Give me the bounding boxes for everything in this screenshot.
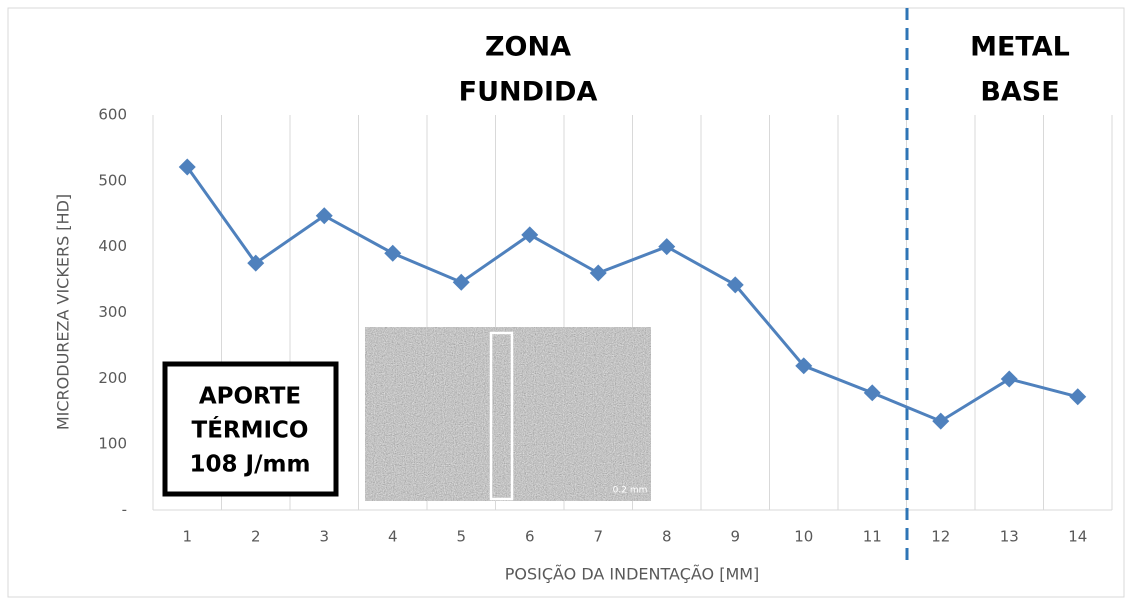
scale-label: 0.2 mm [613,486,648,496]
x-tick-label: 12 [931,528,950,546]
inset-image: 0.2 mm [365,327,651,501]
y-tick-label: 300 [98,303,127,321]
x-tick-label: 5 [456,528,466,546]
indent-frame [489,331,514,501]
x-tick-label: 4 [388,528,398,546]
data-point [178,158,196,176]
x-tick-label: 14 [1068,528,1087,546]
data-point [384,244,402,262]
data-point [932,412,950,430]
series-line [186,166,1079,423]
x-tick-label: 8 [662,528,672,546]
y-axis-title: MICRODUREZA VICKERS [HD] [54,194,73,430]
x-tick-label: 2 [251,528,261,546]
zone-label: ZONA [485,32,571,63]
data-point [863,384,881,402]
x-tick-label: 11 [863,528,882,546]
zone-label: METAL [970,32,1070,63]
x-tick-label: 10 [794,528,813,546]
data-point [247,254,265,272]
data-point [315,207,333,225]
micrograph [365,327,651,501]
data-point [658,238,676,256]
x-tick-label: 3 [319,528,329,546]
x-tick-label: 9 [730,528,740,546]
data-point [1000,370,1018,388]
y-tick-label: 600 [98,106,127,124]
data-point [521,226,539,244]
data-point [795,357,813,375]
zone-label: FUNDIDA [459,77,598,108]
x-tick-label: 13 [1000,528,1019,546]
y-tick-label: 100 [98,435,127,453]
y-tick-label: - [122,501,127,519]
x-tick-label: 7 [593,528,603,546]
heat-input-label: TÉRMICO [192,416,309,444]
x-tick-label: 6 [525,528,535,546]
data-point [452,273,470,291]
heat-input-label: APORTE [199,384,301,410]
x-axis-title: POSIÇÃO DA INDENTAÇÃO [MM] [505,565,760,584]
y-tick-label: 200 [98,369,127,387]
heat-input-box [162,361,339,497]
heat-input-label: 108 J/mm [190,452,311,478]
x-tick-label: 1 [182,528,192,546]
data-point [726,276,744,294]
y-tick-label: 500 [98,171,127,189]
data-point [589,264,607,282]
zone-label: BASE [980,77,1059,108]
y-tick-label: 400 [98,237,127,255]
